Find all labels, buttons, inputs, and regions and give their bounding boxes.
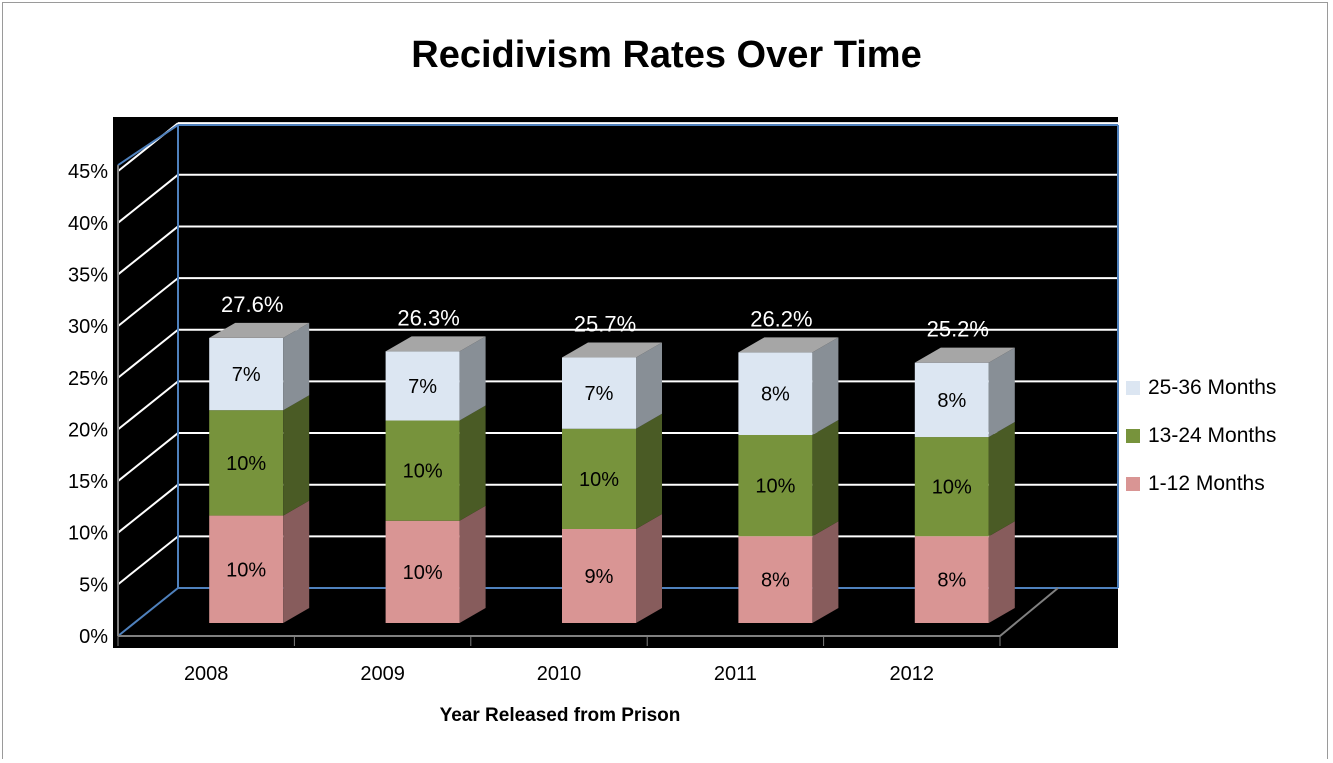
chart-title: Recidivism Rates Over Time [411,34,922,76]
gridline [117,432,179,482]
bar-total-label: 27.6% [221,292,283,317]
legend-label: 25-36 Months [1148,376,1277,399]
y-tick-label: 5% [79,574,108,596]
y-tick-label: 40% [68,213,108,235]
bar-data-label: 10% [226,559,266,581]
x-tick-label: 2009 [360,663,405,685]
bar-segment-front [209,337,284,411]
bar-segment-side [812,521,839,623]
x-tick-label: 2012 [890,663,935,685]
bar-data-label: 7% [408,376,437,398]
bar-segment-side [636,342,662,429]
bar-segment-front [209,515,284,623]
bar-data-label: 10% [579,469,619,491]
bar-segment-side [812,337,839,435]
bar-segment-side [459,336,486,421]
floor-right-edge [999,587,1059,637]
x-axis-title: Year Released from Prison [439,705,681,726]
bar-top-face [562,342,662,358]
bar-segment-front [209,410,284,516]
legend: 25-36 Months 13-24 Months 1-12 Months [1126,364,1276,508]
bar-data-label: 10% [932,477,972,499]
bar-segment-front [562,428,636,529]
bar-segment-side [988,347,1015,438]
side-wall-top-edge [117,124,179,166]
bar-top-face [738,337,839,353]
bar-segment-side [988,422,1015,537]
bar-segment-side [459,405,486,521]
bar-data-label: 8% [761,570,790,592]
x-tick-label: 2011 [714,663,757,685]
bar-data-label: 10% [226,453,266,475]
gridline [117,483,179,534]
bar-segment-side [283,322,310,411]
bar-data-label: 10% [755,476,795,498]
bar-total-label: 25.2% [927,317,989,342]
legend-item: 25-36 Months [1126,364,1276,412]
y-tick-label: 10% [68,523,108,545]
bar-total-label: 25.7% [574,312,636,337]
y-tick-label: 45% [68,161,108,183]
bar-segment-side [283,500,310,623]
y-tick-label: 30% [68,316,108,338]
bar-segment-side [988,521,1015,623]
bar-segment-front [738,434,813,537]
bar-segment-side [636,513,662,623]
bar-segment-side [283,395,310,516]
legend-swatch [1126,477,1140,491]
bar-segment-front [738,536,813,623]
bar-segment-side [812,419,839,537]
bar-top-face [209,322,310,338]
bar-segment-front [562,528,636,623]
bar-data-label: 8% [761,384,790,406]
bar-data-label: 7% [232,364,261,386]
bar-top-face [914,347,1015,363]
y-tick-label: 25% [68,368,108,390]
bar-total-label: 26.2% [750,306,812,331]
bar-data-label: 8% [937,570,966,592]
bar-segment-front [385,520,460,623]
gridline [117,174,179,224]
gridline [117,225,179,276]
legend-item: 13-24 Months [1126,412,1276,460]
legend-label: 13-24 Months [1148,424,1277,447]
bar-total-label: 26.3% [397,305,459,330]
gridline [117,328,179,379]
bar-segment-front [914,437,989,537]
bar-data-label: 10% [403,461,443,483]
legend-swatch [1126,429,1140,443]
bar-segment-side [636,413,662,529]
bar-segment-side [459,505,486,623]
legend-swatch [1126,381,1140,395]
bar-segment-front [562,357,636,429]
x-tick-label: 2008 [184,663,229,685]
bar-top-face [385,336,486,352]
bar-data-label: 9% [585,566,614,588]
bar-data-label: 7% [585,383,614,405]
bar-segment-front [385,420,460,521]
bar-segment-front [385,351,460,421]
bar-data-label: 10% [403,562,443,584]
y-tick-label: 0% [79,626,108,648]
y-tick-label: 15% [68,471,108,493]
bar-segment-front [914,362,989,438]
bar-segment-front [914,536,989,623]
floor-left-edge [117,587,179,637]
legend-item: 1-12 Months [1126,460,1276,508]
gridline [117,277,179,327]
y-tick-label: 35% [68,264,108,286]
legend-label: 1-12 Months [1148,472,1265,495]
bar-segment-front [738,352,813,435]
gridline [117,380,179,431]
bar-data-label: 8% [937,390,966,412]
y-tick-label: 20% [68,419,108,441]
x-tick-label: 2010 [537,663,582,685]
gridline [117,535,179,586]
